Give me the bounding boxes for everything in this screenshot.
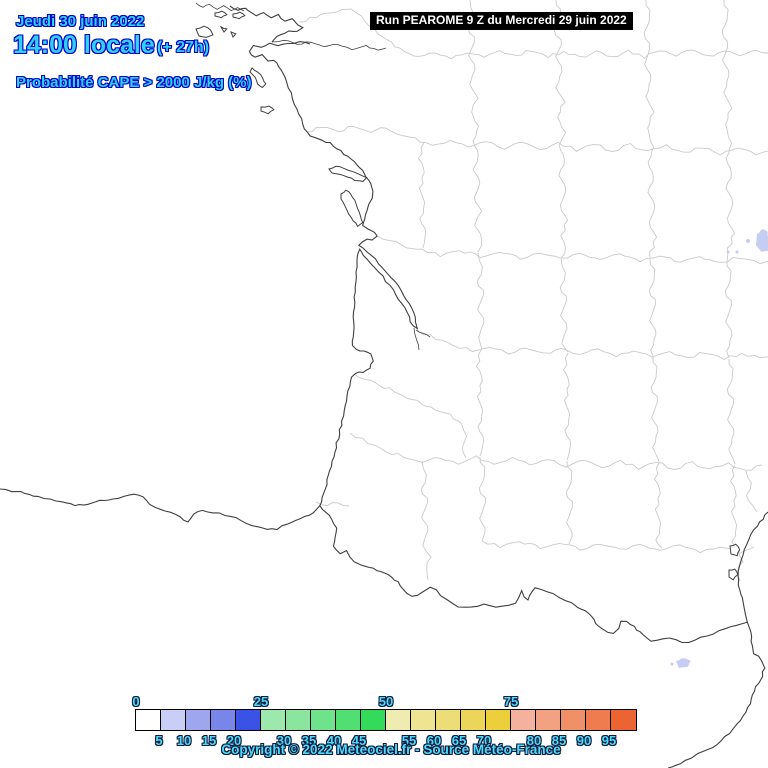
color-scale-cells (135, 709, 637, 731)
color-scale-cell (411, 710, 436, 730)
color-scale-cell (211, 710, 236, 730)
scale-tick-label: 40 (326, 733, 342, 748)
color-scale-cell (186, 710, 211, 730)
scale-tick-label: 60 (426, 733, 442, 748)
islands (195, 10, 741, 581)
color-scale-cell (536, 710, 561, 730)
scale-tick-label: 50 (378, 694, 394, 709)
color-scale-cell (561, 710, 586, 730)
forecast-hour-offset: (+ 27h) (157, 39, 210, 56)
scale-tick-label: 45 (351, 733, 367, 748)
color-scale-cell (261, 710, 286, 730)
scale-tick-label: 65 (451, 733, 467, 748)
color-scale-cell (236, 710, 261, 730)
scale-tick-label: 35 (301, 733, 317, 748)
color-scale-cell (361, 710, 386, 730)
forecast-date: Jeudi 30 juin 2022 (16, 13, 145, 30)
copyright-notice: Copyright © 2022 Meteociel.fr - Source M… (221, 742, 561, 757)
scale-tick-label: 80 (526, 733, 542, 748)
scale-tick-label: 85 (551, 733, 567, 748)
scale-tick-label: 30 (276, 733, 292, 748)
color-scale-cell (161, 710, 186, 730)
color-scale-cell (336, 710, 361, 730)
color-scale-cell (136, 710, 161, 730)
lakes (670, 229, 768, 668)
color-scale-cell (286, 710, 311, 730)
scale-tick-label: 70 (476, 733, 492, 748)
scale-tick-label: 20 (226, 733, 242, 748)
color-scale-cell (611, 710, 636, 730)
scale-tick-label: 55 (401, 733, 417, 748)
forecast-local-time: 14:00 locale (13, 31, 155, 59)
scale-tick-label: 90 (576, 733, 592, 748)
color-scale-cell (461, 710, 486, 730)
scale-tick-label: 25 (253, 694, 269, 709)
scale-tick-label: 75 (503, 694, 519, 709)
color-scale-cell (311, 710, 336, 730)
forecast-variable-label: Probabilité CAPE > 2000 J/kg (%) (16, 74, 252, 91)
color-scale-cell (511, 710, 536, 730)
run-info-box: Run PEAROME 9 Z du Mercredi 29 juin 2022 (370, 12, 633, 30)
scale-tick-label: 10 (176, 733, 192, 748)
run-info-label: Run PEAROME 9 Z du Mercredi 29 juin 2022 (376, 13, 627, 27)
scale-tick-label: 15 (201, 733, 217, 748)
color-scale-cell (386, 710, 411, 730)
scale-tick-label: 0 (132, 694, 140, 709)
color-scale-cell (586, 710, 611, 730)
color-scale-cell (436, 710, 461, 730)
scale-tick-label: 95 (601, 733, 617, 748)
department-borders (299, 0, 768, 582)
scale-tick-label: 5 (155, 733, 163, 748)
color-scale-cell (486, 710, 511, 730)
